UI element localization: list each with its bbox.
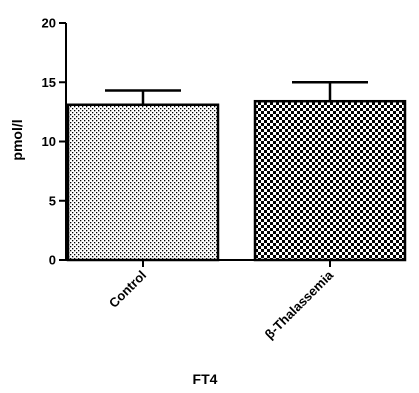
x-category-label: β-Thalassemia: [262, 267, 337, 342]
bar-thalassemia: [253, 99, 407, 262]
x-category-label: Control: [106, 268, 149, 311]
y-tick-label: 10: [42, 134, 56, 149]
chart-title: FT4: [193, 371, 218, 387]
plot-area: 0 5 10 15 20 Control β-Thalassemia: [42, 16, 407, 342]
y-axis-title: pmol/l: [9, 119, 25, 160]
y-tick-label: 15: [42, 75, 56, 90]
y-tick-label: 0: [49, 253, 56, 268]
bar-control: [66, 103, 220, 262]
y-tick-label: 5: [49, 193, 56, 208]
y-tick-label: 20: [42, 16, 56, 31]
